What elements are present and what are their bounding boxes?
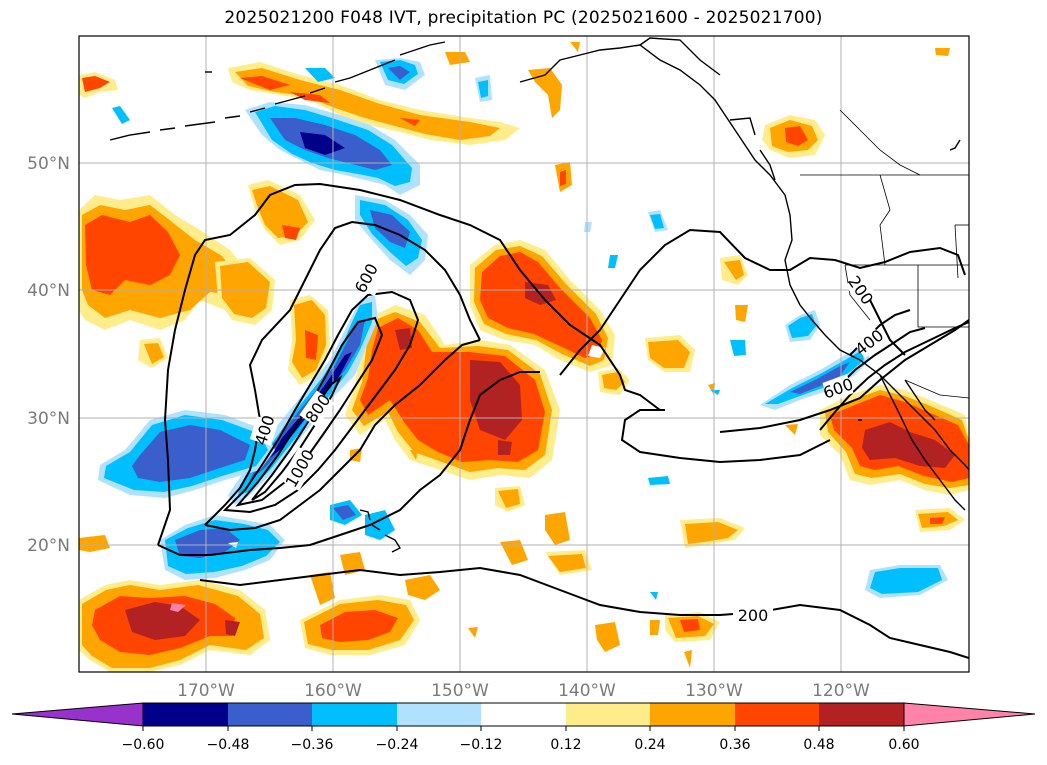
colorbar-tick-label: 0.48: [803, 737, 834, 753]
colorbar-extend-right: [903, 702, 1036, 727]
positive-anomaly-shading: [79, 42, 969, 672]
colorbar-tick-label: −0.48: [207, 737, 250, 753]
colorbar-swatch: [312, 703, 397, 726]
colorbar-swatch: [397, 703, 481, 726]
lon-label-140w: 140°W: [558, 681, 616, 701]
colorbar-tick-labels: −0.60 −0.48 −0.36 −0.24 −0.12 0.12 0.24 …: [122, 737, 920, 753]
colorbar-tick-label: 0.36: [719, 737, 750, 753]
lon-label-170w: 170°W: [177, 681, 235, 701]
colorbar-swatch: [735, 703, 819, 726]
latitude-labels: 50°N 40°N 30°N 20°N: [27, 154, 70, 556]
colorbar-swatch: [228, 703, 312, 726]
longitude-labels: 170°W 160°W 150°W 140°W 130°W 120°W: [177, 681, 870, 701]
lat-label-20n: 20°N: [27, 536, 70, 556]
colorbar-extend-left: [11, 702, 144, 727]
gridlines: [79, 36, 969, 672]
map-frame: [78, 35, 970, 673]
lat-label-50n: 50°N: [27, 154, 70, 174]
lat-label-30n: 30°N: [27, 409, 70, 429]
colorbar-tick-label: −0.60: [122, 737, 165, 753]
colorbar-swatch: [650, 703, 735, 726]
colorbar-outline: [142, 702, 905, 727]
lon-label-130w: 130°W: [685, 681, 743, 701]
colorbar-swatch: [566, 703, 650, 726]
lat-label-40n: 40°N: [27, 281, 70, 301]
colorbar-swatch: [481, 703, 566, 726]
colorbar-tick-label: −0.36: [291, 737, 334, 753]
colorbar-tick-label: −0.24: [376, 737, 419, 753]
map-content: 600 800 1000 400 600 400 200 200: [79, 36, 969, 672]
contour-label-200-south: 200: [738, 606, 769, 625]
colorbar-tick-label: 0.60: [888, 737, 919, 753]
lon-label-150w: 150°W: [431, 681, 489, 701]
colorbar-ticks: [142, 726, 905, 731]
colorbar-swatch: [819, 703, 904, 726]
colorbar: −0.60 −0.48 −0.36 −0.24 −0.12 0.12 0.24 …: [11, 702, 1036, 753]
map-title: 2025021200 F048 IVT, precipitation PC (2…: [224, 8, 823, 28]
political-borders: [800, 109, 969, 399]
lon-label-160w: 160°W: [304, 681, 362, 701]
colorbar-tick-label: 0.12: [550, 737, 581, 753]
lon-label-120w: 120°W: [812, 681, 870, 701]
coastlines: [109, 37, 969, 553]
colorbar-swatch: [143, 703, 228, 726]
colorbar-tick-label: 0.24: [634, 737, 665, 753]
colorbar-tick-label: −0.12: [460, 737, 503, 753]
